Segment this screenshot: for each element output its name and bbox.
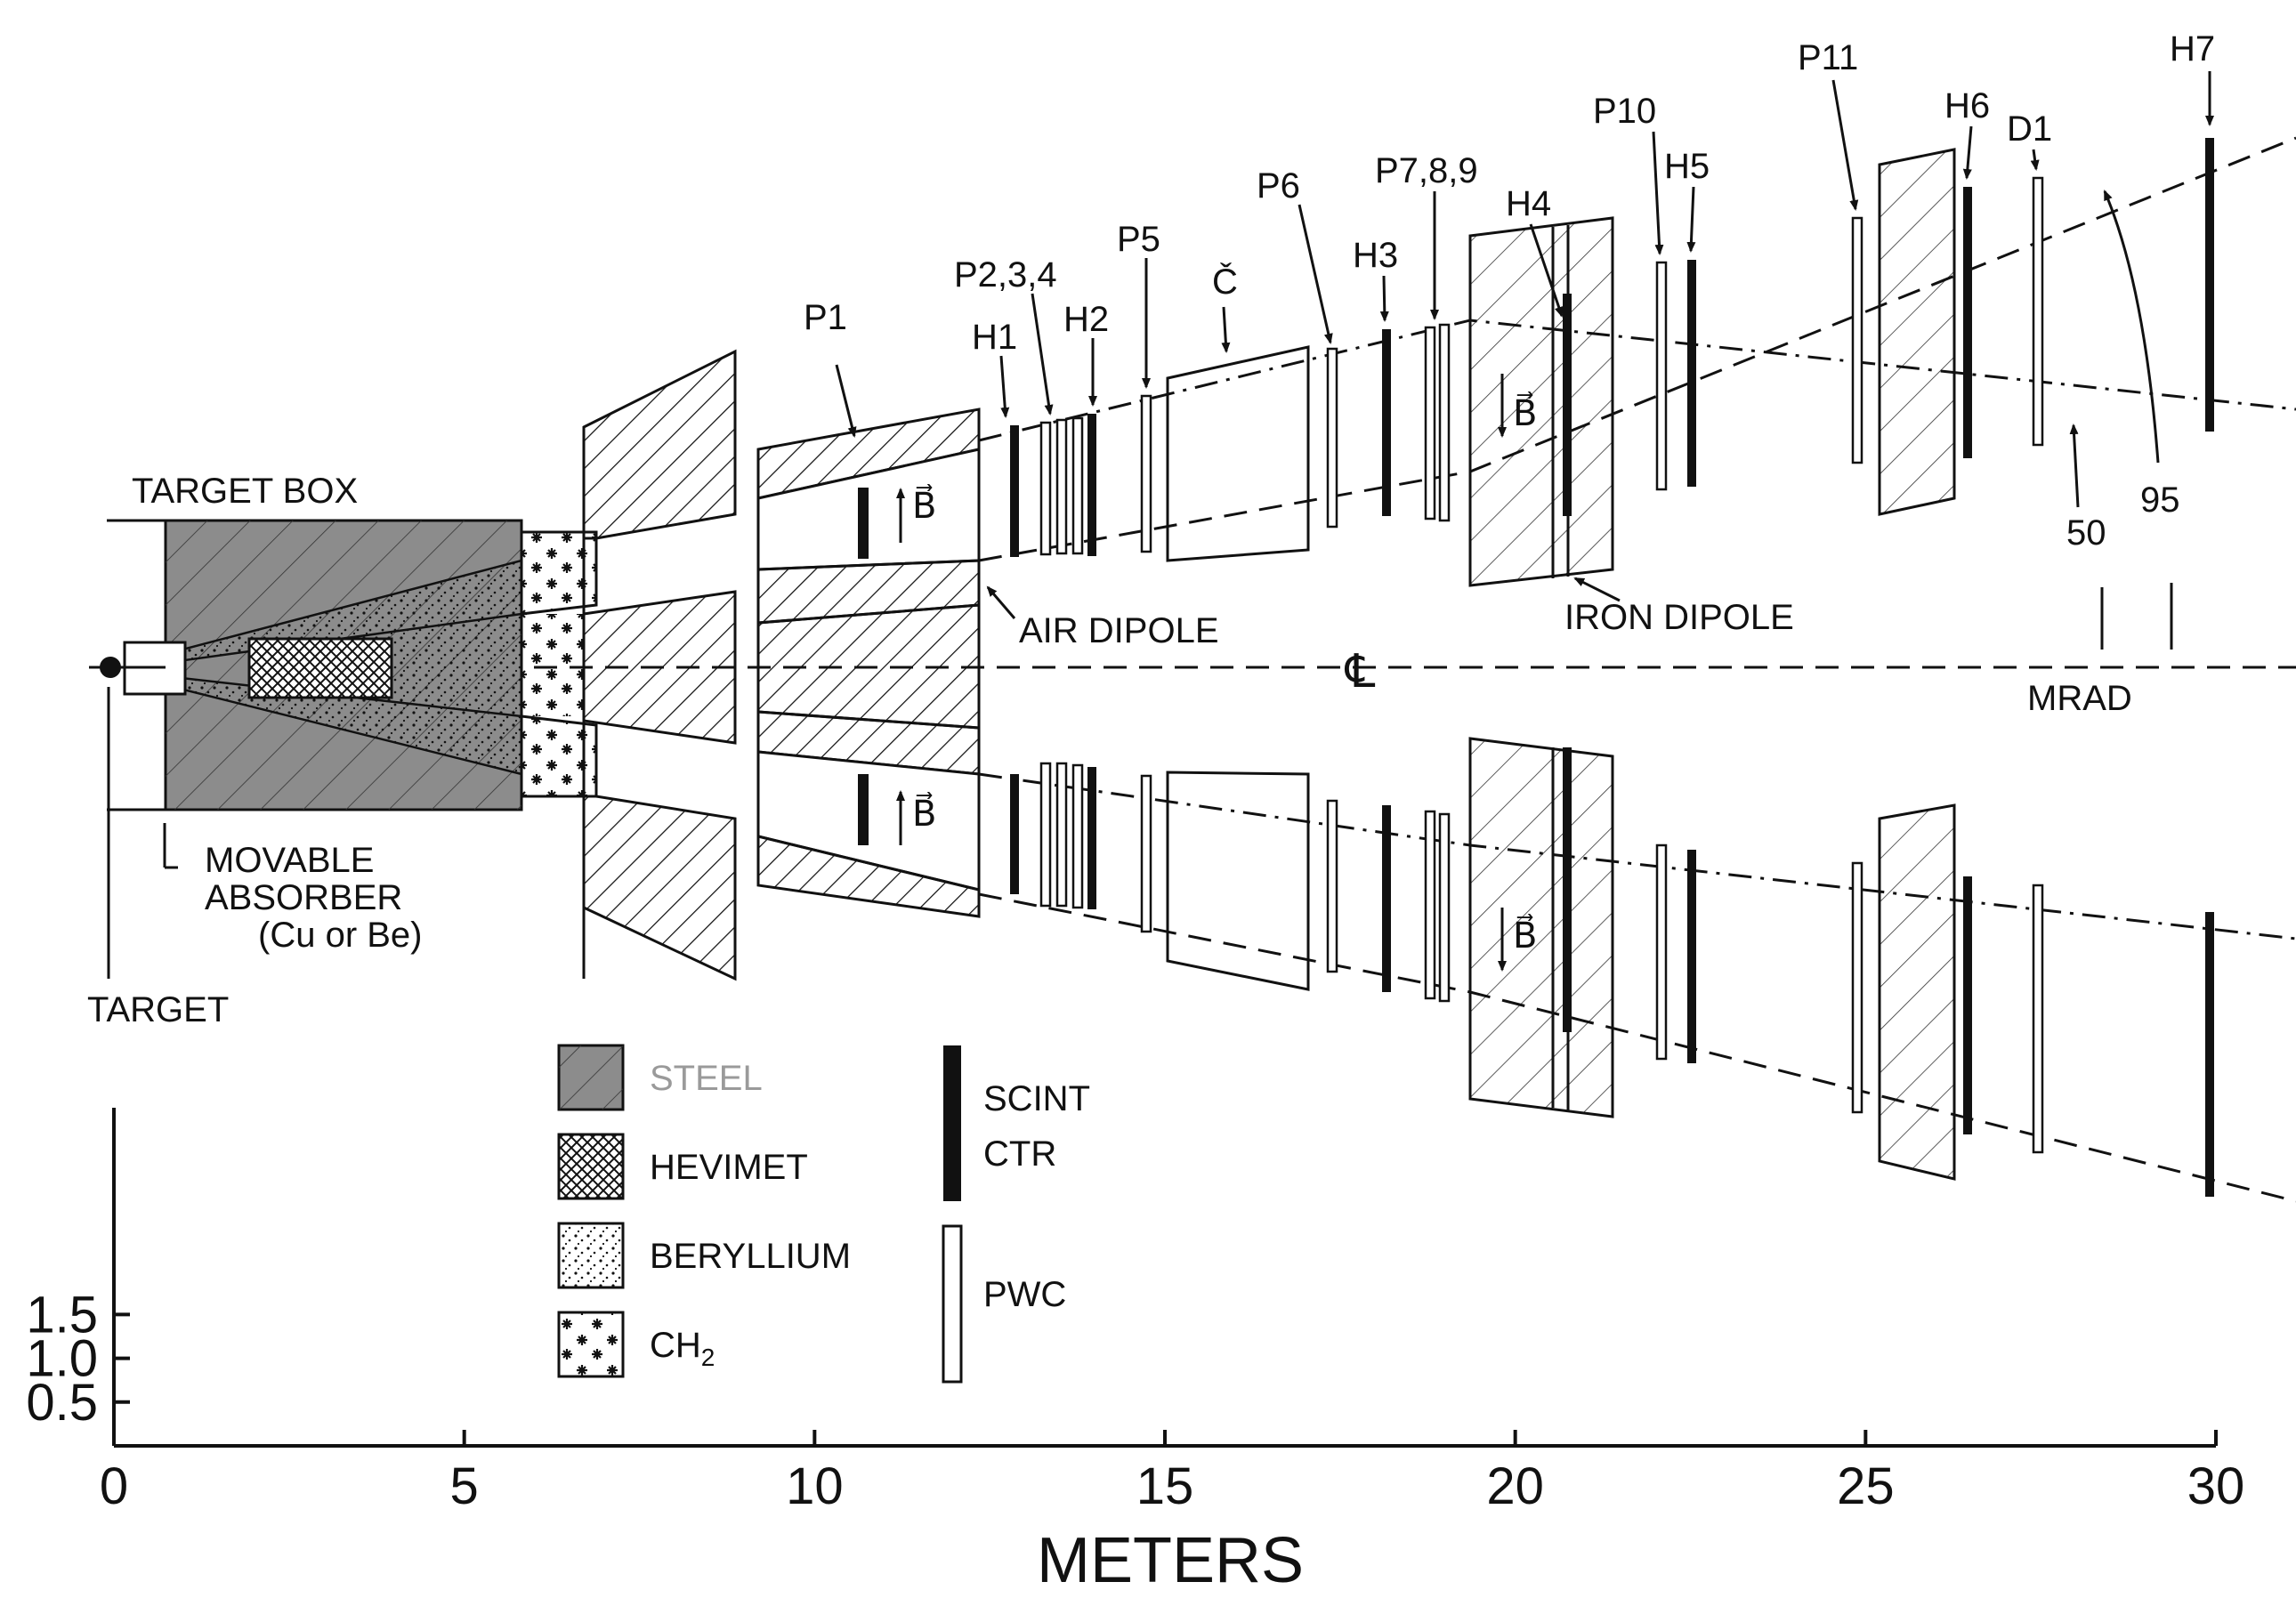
x-axis-ticks: 0 5 10 15 20 25 30 (100, 1430, 2244, 1515)
trajectory-upper-outer (978, 136, 2296, 562)
muon-filter-upper (1878, 148, 1956, 516)
legend-swatch-scint (943, 1045, 961, 1201)
b-field-label-iron-upper: B⃗ (1513, 391, 1537, 433)
b-field-label-iron-lower: B⃗ (1513, 914, 1537, 956)
x-axis-title: METERS (1037, 1525, 1304, 1596)
detector-label-p10: P10 (1593, 92, 1656, 131)
detector-label-h7: H7 (2170, 29, 2215, 69)
detector-label-h6: H6 (1944, 86, 1990, 125)
y-axis-ticks: 0.51.01.5 (26, 1286, 130, 1432)
detector-label-p5: P5 (1117, 220, 1160, 259)
x-tick-label: 30 (2187, 1457, 2245, 1515)
air-dipole-magnet (756, 408, 981, 918)
legend: STEEL HEVIMET BERYLLIUM CH2 SCINT CTR PW… (557, 1044, 1090, 1384)
air-dipole-label: AIR DIPOLE (1019, 611, 1219, 650)
legend-label-pwc: PWC (983, 1275, 1066, 1314)
x-tick-label: 10 (786, 1457, 844, 1515)
cerenkov-counter-lower (1166, 771, 1310, 991)
x-tick-label: 5 (450, 1457, 479, 1515)
steel-absorber-upper (582, 349, 737, 540)
detector-label-p234: P2,3,4 (954, 255, 1057, 295)
legend-swatch-hevimet (557, 1133, 625, 1200)
centerline-label: ℄ (1344, 646, 1376, 698)
legend-label-ctr: CTR (983, 1134, 1056, 1174)
trajectory-lower-outer (978, 892, 2296, 1203)
legend-swatch-pwc (942, 1224, 963, 1384)
y-tick-label: 0.5 (26, 1374, 98, 1432)
legend-swatch-ch2 (557, 1311, 625, 1378)
ch2-absorber-center (521, 614, 584, 716)
detector-label-h4: H4 (1506, 184, 1551, 223)
movable-absorber-label: MOVABLE (205, 841, 374, 880)
legend-swatch-beryllium (557, 1222, 625, 1289)
cerenkov-label: Č (1212, 262, 1238, 302)
target-label: TARGET (87, 990, 229, 1029)
angle-50-label: 50 (2066, 513, 2106, 553)
x-tick-label: 20 (1486, 1457, 1544, 1515)
mrad-label: MRAD (2027, 679, 2132, 718)
angle-95-label: 95 (2140, 480, 2180, 520)
absorber-material-label: (Cu or Be) (258, 916, 423, 955)
legend-label-ch2: CH2 (650, 1326, 715, 1371)
cerenkov-counter-upper (1166, 345, 1310, 562)
legend-label-beryllium: BERYLLIUM (650, 1237, 851, 1276)
iron-dipole-magnet (1468, 216, 1614, 1118)
muon-filter-lower (1878, 803, 1956, 1181)
x-tick-label: 0 (100, 1457, 128, 1515)
detector-label-p11: P11 (1798, 38, 1858, 77)
detector-label-h3: H3 (1353, 236, 1398, 275)
x-tick-label: 25 (1837, 1457, 1895, 1515)
x-tick-label: 15 (1136, 1457, 1194, 1515)
detector-label-d1: D1 (2007, 109, 2052, 149)
detector-planes-upper (1010, 138, 2214, 557)
steel-absorber-lower (582, 795, 737, 981)
b-field-label-p1-lower: B⃗ (912, 792, 936, 834)
iron-dipole-label: IRON DIPOLE (1564, 598, 1794, 637)
legend-label-steel: STEEL (650, 1059, 763, 1098)
detector-planes-lower (1010, 747, 2214, 1197)
absorber-label: ABSORBER (205, 878, 402, 917)
b-field-label-p1-upper: B⃗ (912, 484, 936, 526)
target-box-label: TARGET BOX (132, 472, 358, 511)
detector-label-h2: H2 (1063, 300, 1109, 339)
y-tick-label: 1.5 (26, 1286, 98, 1344)
detector-label-h5: H5 (1664, 147, 1710, 186)
detector-label-h1: H1 (972, 318, 1017, 357)
trajectory-lower-inner (978, 772, 2296, 940)
scale-axes: 0 5 10 15 20 25 30 0.51.01.5 METERS (26, 1108, 2244, 1596)
detector-label-p789: P7,8,9 (1375, 151, 1478, 190)
legend-label-scint: SCINT (983, 1079, 1090, 1118)
target-marker (89, 641, 187, 696)
detector-label-p1: P1 (804, 298, 847, 337)
detector-label-p6: P6 (1257, 166, 1300, 206)
legend-label-hevimet: HEVIMET (650, 1148, 808, 1187)
y-tick-label: 1.0 (26, 1330, 98, 1388)
